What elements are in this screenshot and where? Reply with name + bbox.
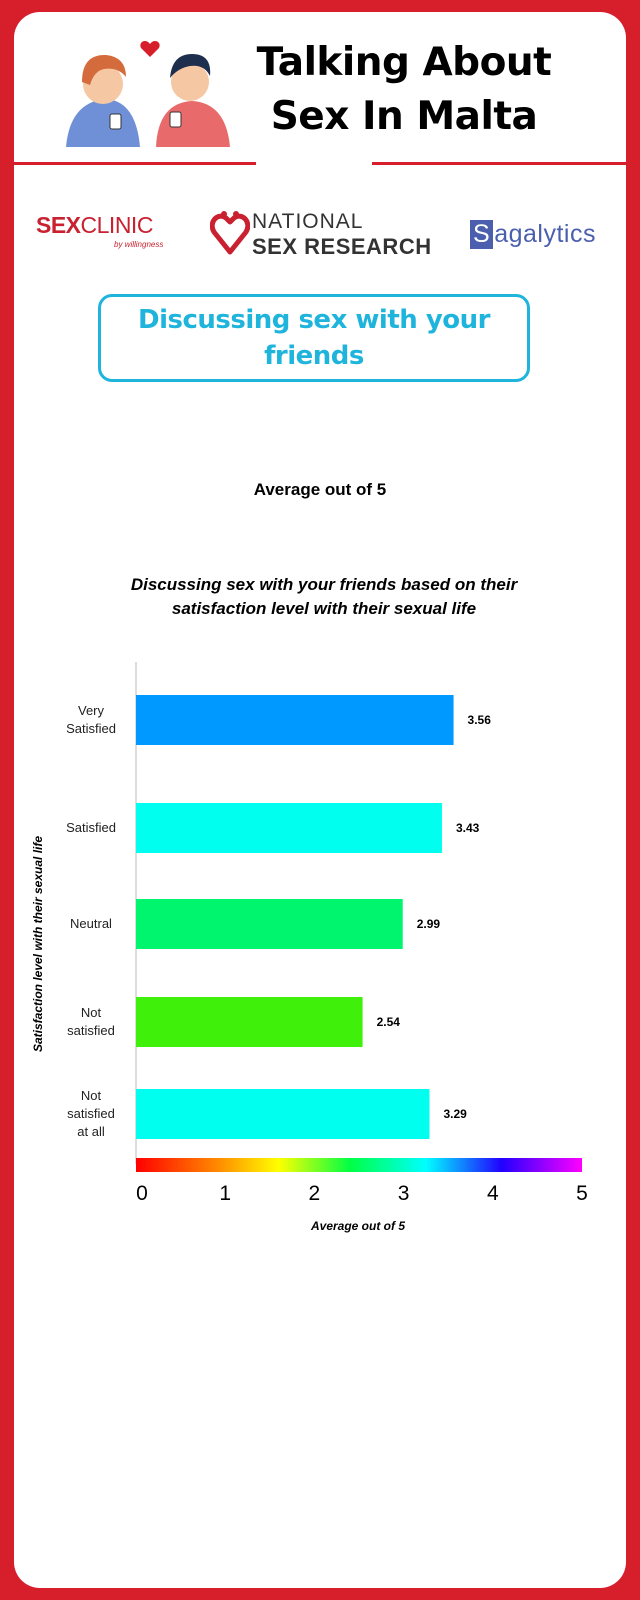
x-tick-2: 2 xyxy=(309,1182,321,1205)
divider-left xyxy=(14,162,256,165)
category-label-1: Satisfied xyxy=(66,820,116,835)
main-title-line1: Talking About xyxy=(219,36,589,90)
nsr-line1: NATIONAL xyxy=(252,210,363,234)
sexclinic-bold: SEX xyxy=(36,212,81,238)
sagalytics-rest: agalytics xyxy=(494,220,596,248)
category-label-3: Not satisfied xyxy=(67,1005,115,1038)
sexclinic-logo: SEXCLINIC by willingness xyxy=(36,212,176,262)
chart-title-line2: satisfaction level with their sexual lif… xyxy=(172,599,476,618)
chart-title-line1: Discussing sex with your friends based o… xyxy=(131,575,519,594)
x-tick-5: 5 xyxy=(576,1182,588,1205)
bar-4 xyxy=(136,1089,429,1139)
nsr-line2: SEX RESEARCH xyxy=(252,234,432,260)
main-title: Talking About Sex In Malta xyxy=(219,36,589,144)
value-label-4: 3.29 xyxy=(443,1107,467,1121)
value-label-1: 3.43 xyxy=(456,821,480,835)
bar-1 xyxy=(136,803,442,853)
bar-2 xyxy=(136,899,403,949)
category-label-4: Not satisfied at all xyxy=(67,1088,115,1139)
y-axis-title: Satisfaction level with their sexual lif… xyxy=(31,836,45,1052)
category-label-0: Very Satisfied xyxy=(66,703,116,736)
value-label-3: 2.54 xyxy=(377,1015,401,1029)
x-axis-title: Average out of 5 xyxy=(310,1219,405,1233)
infographic-card: Talking About Sex In Malta SEXCLINIC by … xyxy=(14,12,626,1588)
value-label-0: 3.56 xyxy=(468,713,492,727)
bar-0 xyxy=(136,695,454,745)
national-sex-research-logo: NATIONAL SEX RESEARCH xyxy=(210,204,440,274)
heart-icon xyxy=(210,210,250,256)
bar-3 xyxy=(136,997,363,1047)
section-title-box: Discussing sex with your friends xyxy=(98,294,530,382)
section-title: Discussing sex with your friends xyxy=(104,302,524,374)
category-label-2: Neutral xyxy=(70,916,112,931)
sexclinic-sub: by willingness xyxy=(114,240,163,249)
x-tick-4: 4 xyxy=(487,1182,499,1205)
couple-illustration xyxy=(58,32,238,157)
divider-right xyxy=(372,162,626,165)
x-tick-0: 0 xyxy=(136,1182,148,1205)
x-tick-3: 3 xyxy=(398,1182,410,1205)
main-title-line2: Sex In Malta xyxy=(219,90,589,144)
bar-chart: Discussing sex with your friends based o… xyxy=(14,552,626,1252)
sexclinic-rest: CLINIC xyxy=(81,212,153,238)
metric-label: Average out of 5 xyxy=(14,480,626,500)
x-tick-1: 1 xyxy=(219,1182,231,1205)
color-scale-bar xyxy=(136,1158,582,1172)
value-label-2: 2.99 xyxy=(417,917,441,931)
sagalytics-first: S xyxy=(470,220,493,249)
